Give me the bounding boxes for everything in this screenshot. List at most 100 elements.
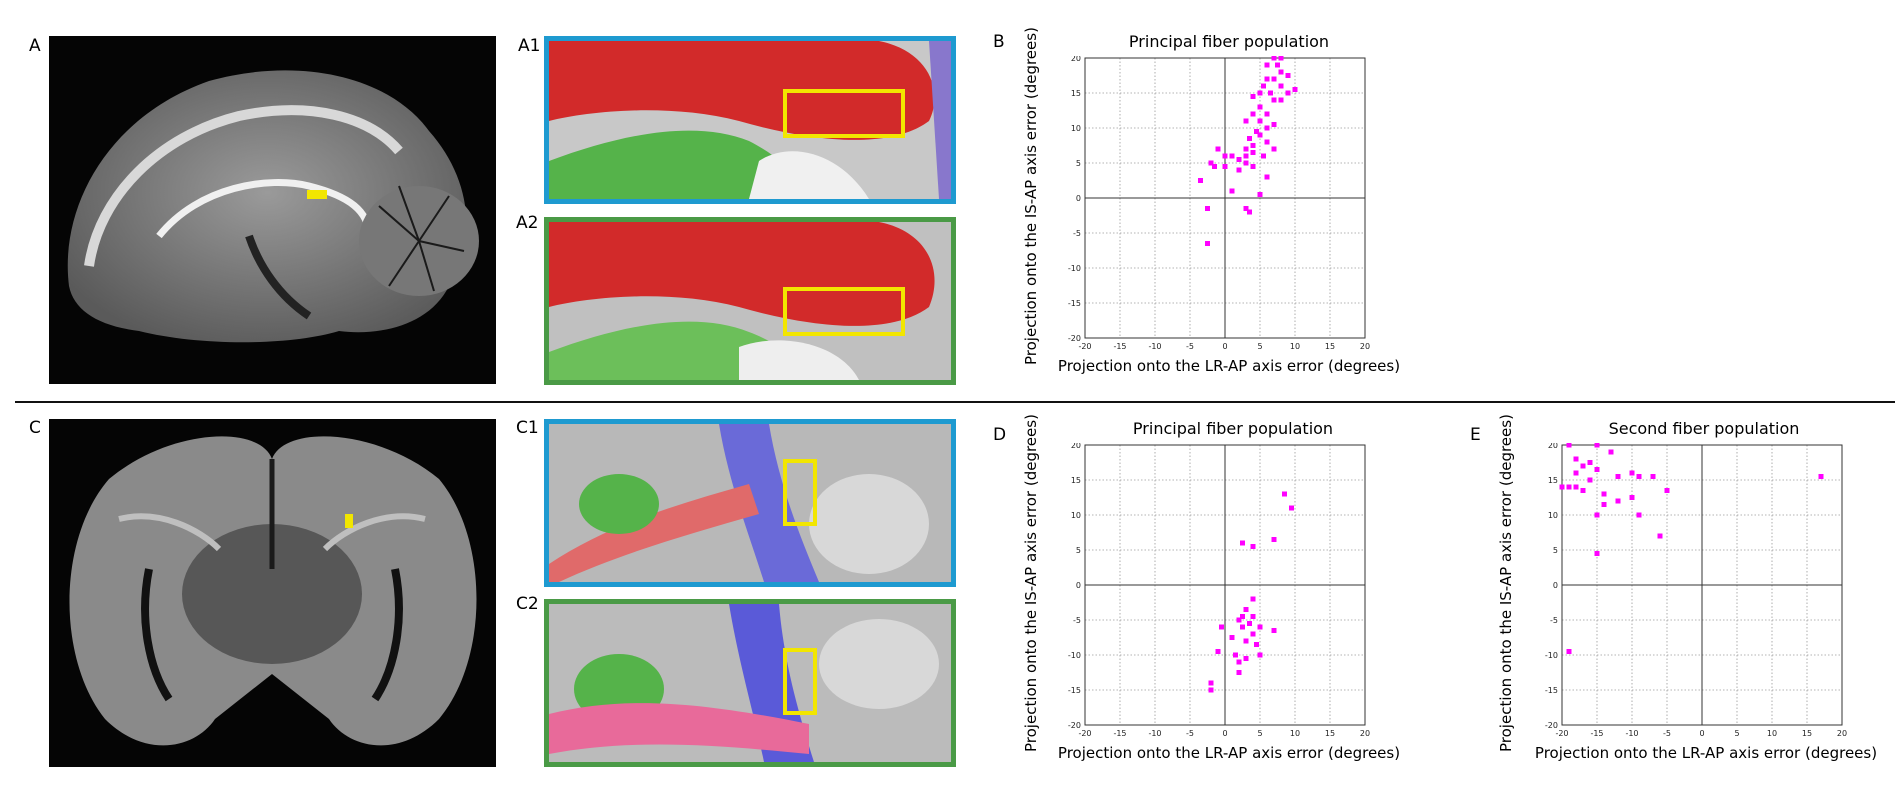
- chart-e-xtick-label: -20: [1555, 729, 1568, 738]
- chart-b-point: [1271, 56, 1277, 61]
- chart-b-point: [1278, 69, 1284, 75]
- chart-b-point: [1229, 188, 1235, 194]
- chart-e-point: [1818, 474, 1824, 479]
- chart-b-ytick-label: -10: [1068, 264, 1081, 273]
- chart-d-point: [1243, 656, 1249, 661]
- chart-b-point: [1275, 62, 1280, 68]
- chart-b-point: [1285, 73, 1291, 78]
- chart-b-xtick-label: 15: [1325, 342, 1335, 351]
- panel-label-a: A: [29, 36, 41, 56]
- chart-b-ytick-label: -5: [1073, 229, 1081, 238]
- chart-e-ytick-label: 15: [1548, 476, 1558, 485]
- chart-b-ytick-label: 5: [1076, 159, 1081, 168]
- chart-e-point: [1594, 512, 1600, 518]
- chart-e-ytick-label: -20: [1545, 721, 1558, 730]
- chart-d-point: [1271, 537, 1277, 542]
- chart-d-point: [1208, 680, 1214, 686]
- chart-d-point: [1233, 652, 1238, 658]
- panel-label-b: B: [993, 32, 1005, 52]
- chart-e-point: [1636, 474, 1642, 479]
- chart-e-xtick-label: 15: [1802, 729, 1812, 738]
- chart-b-point: [1205, 241, 1210, 246]
- chart-b-point: [1243, 206, 1249, 211]
- chart-b-xlabel: Projection onto the LR-AP axis error (de…: [1057, 357, 1401, 375]
- chart-b-point: [1278, 56, 1284, 61]
- chart-d-xlabel: Projection onto the LR-AP axis error (de…: [1057, 744, 1401, 762]
- chart-d-xtick-label: 10: [1290, 729, 1300, 738]
- chart-b-ylabel: Projection onto the IS-AP axis error (de…: [1022, 27, 1040, 365]
- chart-d-xtick-label: -5: [1186, 729, 1194, 738]
- chart-b-point: [1208, 160, 1214, 166]
- chart-d-point: [1240, 614, 1245, 619]
- chart-d-point: [1289, 505, 1294, 511]
- chart-e-point: [1594, 467, 1600, 472]
- dti-map-a2: [544, 217, 956, 385]
- chart-e-point: [1629, 495, 1635, 500]
- chart-d-xtick-label: 0: [1222, 729, 1227, 738]
- chart-b-xtick-label: -10: [1148, 342, 1161, 351]
- chart-b-ytick-label: 0: [1076, 194, 1081, 203]
- chart-e-xlabel: Projection onto the LR-AP axis error (de…: [1534, 744, 1878, 762]
- chart-e-point: [1580, 488, 1586, 493]
- dti-map-c2: [544, 599, 956, 767]
- chart-b-point: [1250, 164, 1256, 169]
- chart-b-point: [1236, 167, 1242, 173]
- chart-b-title: Principal fiber population: [1128, 32, 1330, 51]
- chart-b-point: [1271, 122, 1277, 127]
- panel-label-d: D: [993, 425, 1007, 445]
- chart-b-point: [1257, 118, 1263, 124]
- chart-b-point: [1205, 206, 1210, 211]
- panel-label-c1: C1: [516, 418, 539, 438]
- chart-b-point: [1261, 83, 1266, 89]
- chart-e-point: [1573, 470, 1579, 476]
- panel-label-c: C: [29, 418, 41, 438]
- chart-e-xtick-label: -15: [1590, 729, 1603, 738]
- chart-d-point: [1257, 624, 1263, 630]
- chart-b-point: [1243, 153, 1249, 159]
- chart-e-point: [1587, 460, 1593, 465]
- chart-e-ylabel: Projection onto the IS-AP axis error (de…: [1497, 414, 1515, 752]
- chart-d-point: [1236, 617, 1242, 623]
- chart-d-ytick-label: 10: [1071, 511, 1081, 520]
- chart-e-point: [1594, 551, 1600, 556]
- chart-d-point: [1243, 638, 1249, 644]
- chart-b-point: [1250, 143, 1256, 148]
- chart-d-xtick-label: 5: [1257, 729, 1262, 738]
- chart-e-point: [1601, 491, 1607, 497]
- chart-d-ylabel: Projection onto the IS-AP axis error (de…: [1022, 414, 1040, 752]
- chart-b-point: [1243, 118, 1249, 124]
- chart-b-point: [1264, 174, 1270, 180]
- chart-b-xtick-label: -5: [1186, 342, 1194, 351]
- chart-e-point: [1615, 498, 1621, 504]
- chart-e-point: [1566, 649, 1572, 654]
- chart-b-point: [1285, 90, 1291, 96]
- chart-b-point: [1212, 164, 1217, 169]
- chart-e-xtick-label: -10: [1625, 729, 1638, 738]
- chart-b-point: [1257, 192, 1263, 197]
- chart-e-point: [1615, 474, 1621, 479]
- chart-e-xtick-label: 5: [1734, 729, 1739, 738]
- chart-d-xtick-label: 15: [1325, 729, 1335, 738]
- chart-e-point: [1566, 443, 1572, 448]
- chart-b-point: [1236, 157, 1242, 162]
- chart-d-point: [1236, 659, 1242, 665]
- chart-e-ytick-label: 10: [1548, 511, 1558, 520]
- chart-d-point: [1250, 631, 1256, 637]
- chart-e-ytick-label: 0: [1553, 581, 1558, 590]
- chart-b-ytick-label: 20: [1071, 56, 1081, 63]
- chart-d-ytick-label: -15: [1068, 686, 1081, 695]
- chart-d-point: [1250, 596, 1256, 602]
- chart-b-xtick-label: 0: [1222, 342, 1227, 351]
- chart-b-xtick-label: 20: [1360, 342, 1370, 351]
- chart-d-point: [1247, 621, 1252, 626]
- dti-map-a1: [544, 36, 956, 204]
- chart-d-ytick-label: -5: [1073, 616, 1081, 625]
- chart-e-point: [1573, 456, 1579, 462]
- chart-d-xtick-label: -10: [1148, 729, 1161, 738]
- chart-b-xtick-label: 10: [1290, 342, 1300, 351]
- chart-e-point: [1601, 502, 1607, 507]
- section-divider: [15, 401, 1895, 403]
- panel-label-a2: A2: [516, 213, 539, 233]
- chart-b-point: [1264, 111, 1270, 117]
- sagittal-brain-image: [49, 36, 496, 384]
